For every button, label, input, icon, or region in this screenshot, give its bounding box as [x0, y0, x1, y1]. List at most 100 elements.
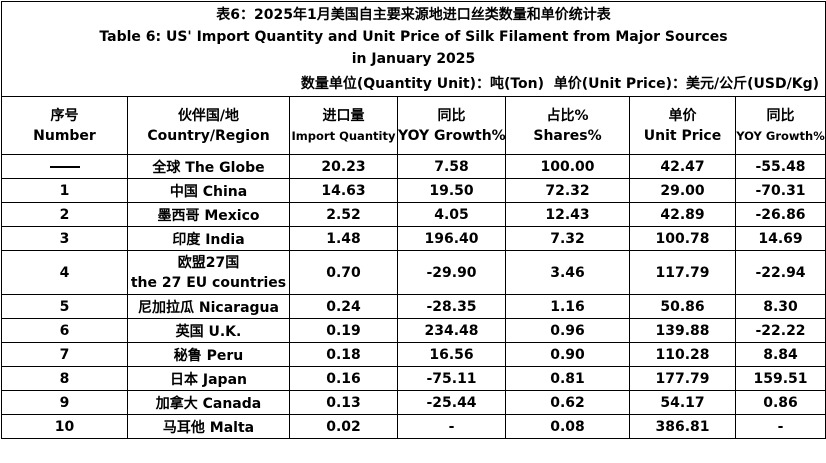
row-quantity: 0.70	[289, 250, 398, 295]
header-shares: 占比% Shares%	[505, 96, 630, 155]
header-unit-price: 单价 Unit Price	[629, 96, 736, 155]
row-quantity-yoy: 19.50	[397, 178, 506, 203]
row-number: 10	[1, 414, 128, 439]
table-title: 表6：2025年1月美国自主要来源地进口丝类数量和单价统计表 Table 6: …	[0, 1, 826, 70]
row-country: 马耳他 Malta	[127, 414, 290, 439]
row-price: 177.79	[629, 366, 736, 391]
row-country: 秘鲁 Peru	[127, 342, 290, 367]
row-quantity-yoy: 7.58	[397, 154, 506, 179]
row-country: 尼加拉瓜 Nicaragua	[127, 294, 290, 319]
row-share: 12.43	[505, 202, 630, 227]
row-price-yoy: 14.69	[734, 226, 826, 251]
row-quantity: 2.52	[289, 202, 398, 227]
header-quantity-yoy: 同比 YOY Growth%	[397, 96, 506, 155]
row-number	[1, 154, 128, 179]
title-cn: 表6：2025年1月美国自主要来源地进口丝类数量和单价统计表	[216, 7, 611, 23]
row-number: 5	[1, 294, 128, 319]
row-number: 8	[1, 366, 128, 391]
row-number: 7	[1, 342, 128, 367]
row-quantity: 0.18	[289, 342, 398, 367]
title-en-line2: in January 2025	[351, 51, 476, 67]
row-country: 墨西哥 Mexico	[127, 202, 290, 227]
row-quantity-yoy: -75.11	[397, 366, 506, 391]
row-price-yoy: -70.31	[734, 178, 826, 203]
row-price-yoy: 159.51	[734, 366, 826, 391]
row-price: 139.88	[629, 318, 736, 343]
row-price: 42.47	[629, 154, 736, 179]
row-number: 2	[1, 202, 128, 227]
row-number: 1	[1, 178, 128, 203]
row-share: 0.90	[505, 342, 630, 367]
table-sheet: 表6：2025年1月美国自主要来源地进口丝类数量和单价统计表 Table 6: …	[0, 1, 826, 439]
row-quantity: 20.23	[289, 154, 398, 179]
row-quantity: 0.19	[289, 318, 398, 343]
table-row: 6 英国 U.K. 0.19 234.48 0.96 139.88 -22.22	[1, 318, 826, 343]
row-share: 0.96	[505, 318, 630, 343]
table-row: 2 墨西哥 Mexico 2.52 4.05 12.43 42.89 -26.8…	[1, 202, 826, 227]
title-en-line1: Table 6: US' Import Quantity and Unit Pr…	[99, 29, 728, 45]
header-number: 序号 Number	[1, 96, 128, 155]
row-price: 386.81	[629, 414, 736, 439]
row-price-yoy: -55.48	[734, 154, 826, 179]
row-quantity-yoy: -	[397, 414, 506, 439]
header-row: 序号 Number 伙伴国/地 Country/Region 进口量 Import Q…	[1, 96, 826, 155]
row-quantity-yoy: 196.40	[397, 226, 506, 251]
row-quantity-yoy: -29.90	[397, 250, 506, 295]
row-quantity: 0.13	[289, 390, 398, 415]
row-share: 3.46	[505, 250, 630, 295]
row-quantity-yoy: -25.44	[397, 390, 506, 415]
row-price: 29.00	[629, 178, 736, 203]
row-price-yoy: 0.86	[734, 390, 826, 415]
row-number: 3	[1, 226, 128, 251]
table-row: 7 秘鲁 Peru 0.18 16.56 0.90 110.28 8.84	[1, 342, 826, 367]
table-row: 8 日本 Japan 0.16 -75.11 0.81 177.79 159.5…	[1, 366, 826, 391]
table-row: 3 印度 India 1.48 196.40 7.32 100.78 14.69	[1, 226, 826, 251]
row-share: 0.62	[505, 390, 630, 415]
row-quantity: 0.24	[289, 294, 398, 319]
header-country: 伙伴国/地 Country/Region	[127, 96, 290, 155]
row-number: 6	[1, 318, 128, 343]
header-price-yoy: 同比 YOY Growth%	[734, 96, 826, 155]
row-share: 72.32	[505, 178, 630, 203]
row-price-yoy: 8.30	[734, 294, 826, 319]
row-price-yoy: 8.84	[734, 342, 826, 367]
row-price: 110.28	[629, 342, 736, 367]
row-number: 9	[1, 390, 128, 415]
table-row: 10 马耳他 Malta 0.02 - 0.08 386.81 -	[1, 414, 826, 439]
row-country: 英国 U.K.	[127, 318, 290, 343]
row-quantity: 0.16	[289, 366, 398, 391]
row-quantity: 1.48	[289, 226, 398, 251]
row-country: 日本 Japan	[127, 366, 290, 391]
row-country: 欧盟27国 the 27 EU countries	[127, 250, 290, 295]
row-number: 4	[1, 250, 128, 295]
table-row: 5 尼加拉瓜 Nicaragua 0.24 -28.35 1.16 50.86 …	[1, 294, 826, 319]
row-price-yoy: -22.22	[734, 318, 826, 343]
row-price-yoy: -26.86	[734, 202, 826, 227]
header-import-quantity: 进口量 Import Quantity	[289, 96, 398, 155]
import-table: 表6：2025年1月美国自主要来源地进口丝类数量和单价统计表 Table 6: …	[0, 1, 826, 439]
dash-mark	[49, 165, 80, 168]
row-price: 54.17	[629, 390, 736, 415]
units-note: 数量单位(Quantity Unit)：吨(Ton) 单价(Unit Price…	[0, 70, 826, 97]
row-share: 1.16	[505, 294, 630, 319]
row-share: 0.81	[505, 366, 630, 391]
row-price: 100.78	[629, 226, 736, 251]
row-price: 42.89	[629, 202, 736, 227]
table-row: 9 加拿大 Canada 0.13 -25.44 0.62 54.17 0.86	[1, 390, 826, 415]
row-price: 50.86	[629, 294, 736, 319]
row-share: 100.00	[505, 154, 630, 179]
row-country: 中国 China	[127, 178, 290, 203]
table-row: 1 中国 China 14.63 19.50 72.32 29.00 -70.3…	[1, 178, 826, 203]
row-quantity-yoy: 16.56	[397, 342, 506, 367]
row-country: 印度 India	[127, 226, 290, 251]
row-share: 7.32	[505, 226, 630, 251]
row-quantity-yoy: 4.05	[397, 202, 506, 227]
row-quantity: 0.02	[289, 414, 398, 439]
row-share: 0.08	[505, 414, 630, 439]
row-country: 全球 The Globe	[127, 154, 290, 179]
row-price-yoy: -	[734, 414, 826, 439]
row-quantity-yoy: -28.35	[397, 294, 506, 319]
row-price: 117.79	[629, 250, 736, 295]
row-quantity-yoy: 234.48	[397, 318, 506, 343]
row-quantity: 14.63	[289, 178, 398, 203]
